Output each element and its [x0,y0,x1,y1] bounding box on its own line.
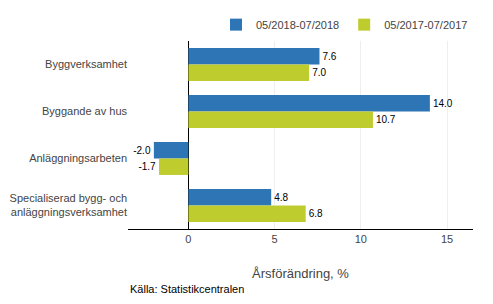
svg-text:10.7: 10.7 [376,114,396,125]
svg-text:14.0: 14.0 [433,98,453,109]
svg-text:Källa: Statistikcentralen: Källa: Statistikcentralen [130,283,244,295]
svg-text:15: 15 [441,233,453,245]
svg-text:7.6: 7.6 [322,51,336,62]
svg-text:-1.7: -1.7 [138,161,156,172]
svg-text:10: 10 [355,233,367,245]
svg-text:Anläggningsarbeten: Anläggningsarbeten [29,152,127,164]
svg-text:5: 5 [272,233,278,245]
svg-text:05/2018-07/2018: 05/2018-07/2018 [256,19,339,31]
svg-text:Byggverksamhet: Byggverksamhet [45,58,127,70]
svg-text:Årsförändring, %: Årsförändring, % [252,266,349,281]
svg-text:4.8: 4.8 [274,192,288,203]
svg-text:7.0: 7.0 [312,67,326,78]
svg-text:05/2017-07/2017: 05/2017-07/2017 [384,19,467,31]
svg-text:0: 0 [185,233,191,245]
svg-text:6.8: 6.8 [309,208,323,219]
svg-text:Specialiserad bygg- ochanläggn: Specialiserad bygg- ochanläggningsverksa… [10,192,127,218]
svg-text:Byggande av hus: Byggande av hus [42,105,128,117]
svg-text:-2.0: -2.0 [133,145,151,156]
